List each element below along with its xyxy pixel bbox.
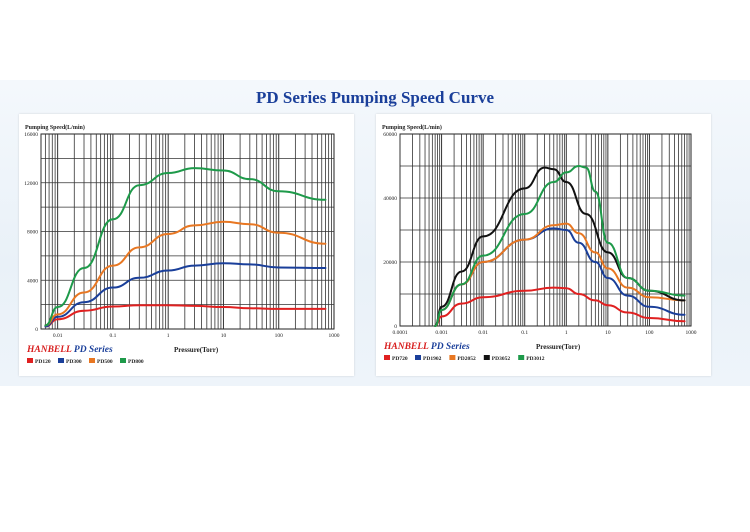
y-tick-label: 12000: [24, 181, 38, 187]
x-tick-label: 0.01: [478, 330, 488, 336]
y-tick-label: 20000: [383, 260, 397, 266]
legend-label-pd300: PD300: [66, 359, 82, 365]
legend-swatch-pd300: [58, 358, 64, 363]
legend-label-pd1902: PD1902: [423, 356, 442, 362]
series-line-pd300: [44, 262, 327, 328]
y-tick-label: 4000: [27, 278, 38, 284]
brand-company-text: HANBELL: [383, 342, 431, 352]
brand-company-text: HANBELL: [26, 345, 74, 355]
x-tick-label: 1000: [686, 330, 697, 336]
x-tick-label: 10: [605, 330, 611, 336]
legend-label-pd3052: PD3052: [492, 356, 511, 362]
y-tick-label: 60000: [383, 132, 397, 138]
x-tick-label: 0.001: [435, 330, 448, 336]
y-tick-label: 8000: [27, 230, 38, 236]
pumping-speed-chart-left: 0 4000 8000 12000 16000 0.01 0.1 1 10 100 1000 Pump…: [24, 124, 340, 365]
x-tick-label: 100: [275, 333, 284, 339]
y-tick-label: 16000: [24, 132, 38, 138]
y-tick-label: 0: [394, 324, 397, 330]
brand-series-text: PD Series: [431, 342, 470, 352]
brand-label: HANBELL PD Series: [383, 342, 470, 352]
x-tick-label: 1: [167, 333, 170, 339]
legend-label-pd720: PD720: [392, 356, 408, 362]
legend-swatch-pd500: [89, 358, 95, 363]
x-axis-label: Pressure(Torr): [174, 346, 219, 354]
legend-label-pd500: PD500: [97, 359, 113, 365]
legend-swatch-pd3052: [483, 355, 490, 360]
x-tick-label: 0.0001: [392, 330, 407, 336]
series-line-pd3012: [434, 165, 686, 327]
chart-panel-right: 0 20000 40000 60000 0.0001 0.001 0.01 0.1 1 10 100…: [376, 114, 711, 376]
series-line-pd500: [44, 220, 327, 327]
brand-series-text: PD Series: [74, 345, 113, 355]
x-axis-label: Pressure(Torr): [536, 343, 581, 351]
x-tick-label: 0.1: [521, 330, 528, 336]
chart-panel-left: 0 4000 8000 12000 16000 0.01 0.1 1 10 100 1000 Pump…: [19, 114, 354, 376]
legend-swatch-pd800: [120, 358, 126, 363]
legend-swatch-pd1902: [415, 355, 421, 360]
legend-swatch-pd2052: [449, 355, 456, 360]
page-title: PD Series Pumping Speed Curve: [256, 88, 494, 107]
x-tick-label: 1000: [329, 333, 340, 339]
brand-label: HANBELL PD Series: [26, 345, 113, 355]
x-tick-label: 10: [221, 333, 227, 339]
legend-swatch-pd720: [384, 355, 390, 360]
pumping-speed-chart-right: 0 20000 40000 60000 0.0001 0.001 0.01 0.1 1 10 100…: [382, 124, 697, 362]
x-tick-label: 100: [645, 330, 654, 336]
series-line-pd720: [434, 286, 686, 327]
series-line-pd800: [44, 167, 327, 327]
x-tick-label: 0.1: [109, 333, 116, 339]
legend-label-pd2052: PD2052: [457, 356, 476, 362]
legend-swatch-pd3012: [518, 355, 525, 360]
y-tick-label: 0: [35, 327, 38, 333]
y-axis-label: Pumping Speed(L/min): [382, 124, 442, 131]
legend-label-pd800: PD800: [128, 359, 144, 365]
legend-label-pd120: PD120: [35, 359, 51, 365]
y-axis-label: Pumping Speed(L/min): [25, 124, 85, 131]
series-line-pd120: [44, 304, 327, 328]
x-tick-label: 1: [565, 330, 568, 336]
x-tick-label: 0.01: [53, 333, 63, 339]
legend-label-pd3012: PD3012: [526, 356, 545, 362]
y-tick-label: 40000: [383, 196, 397, 202]
legend-swatch-pd120: [27, 358, 33, 363]
